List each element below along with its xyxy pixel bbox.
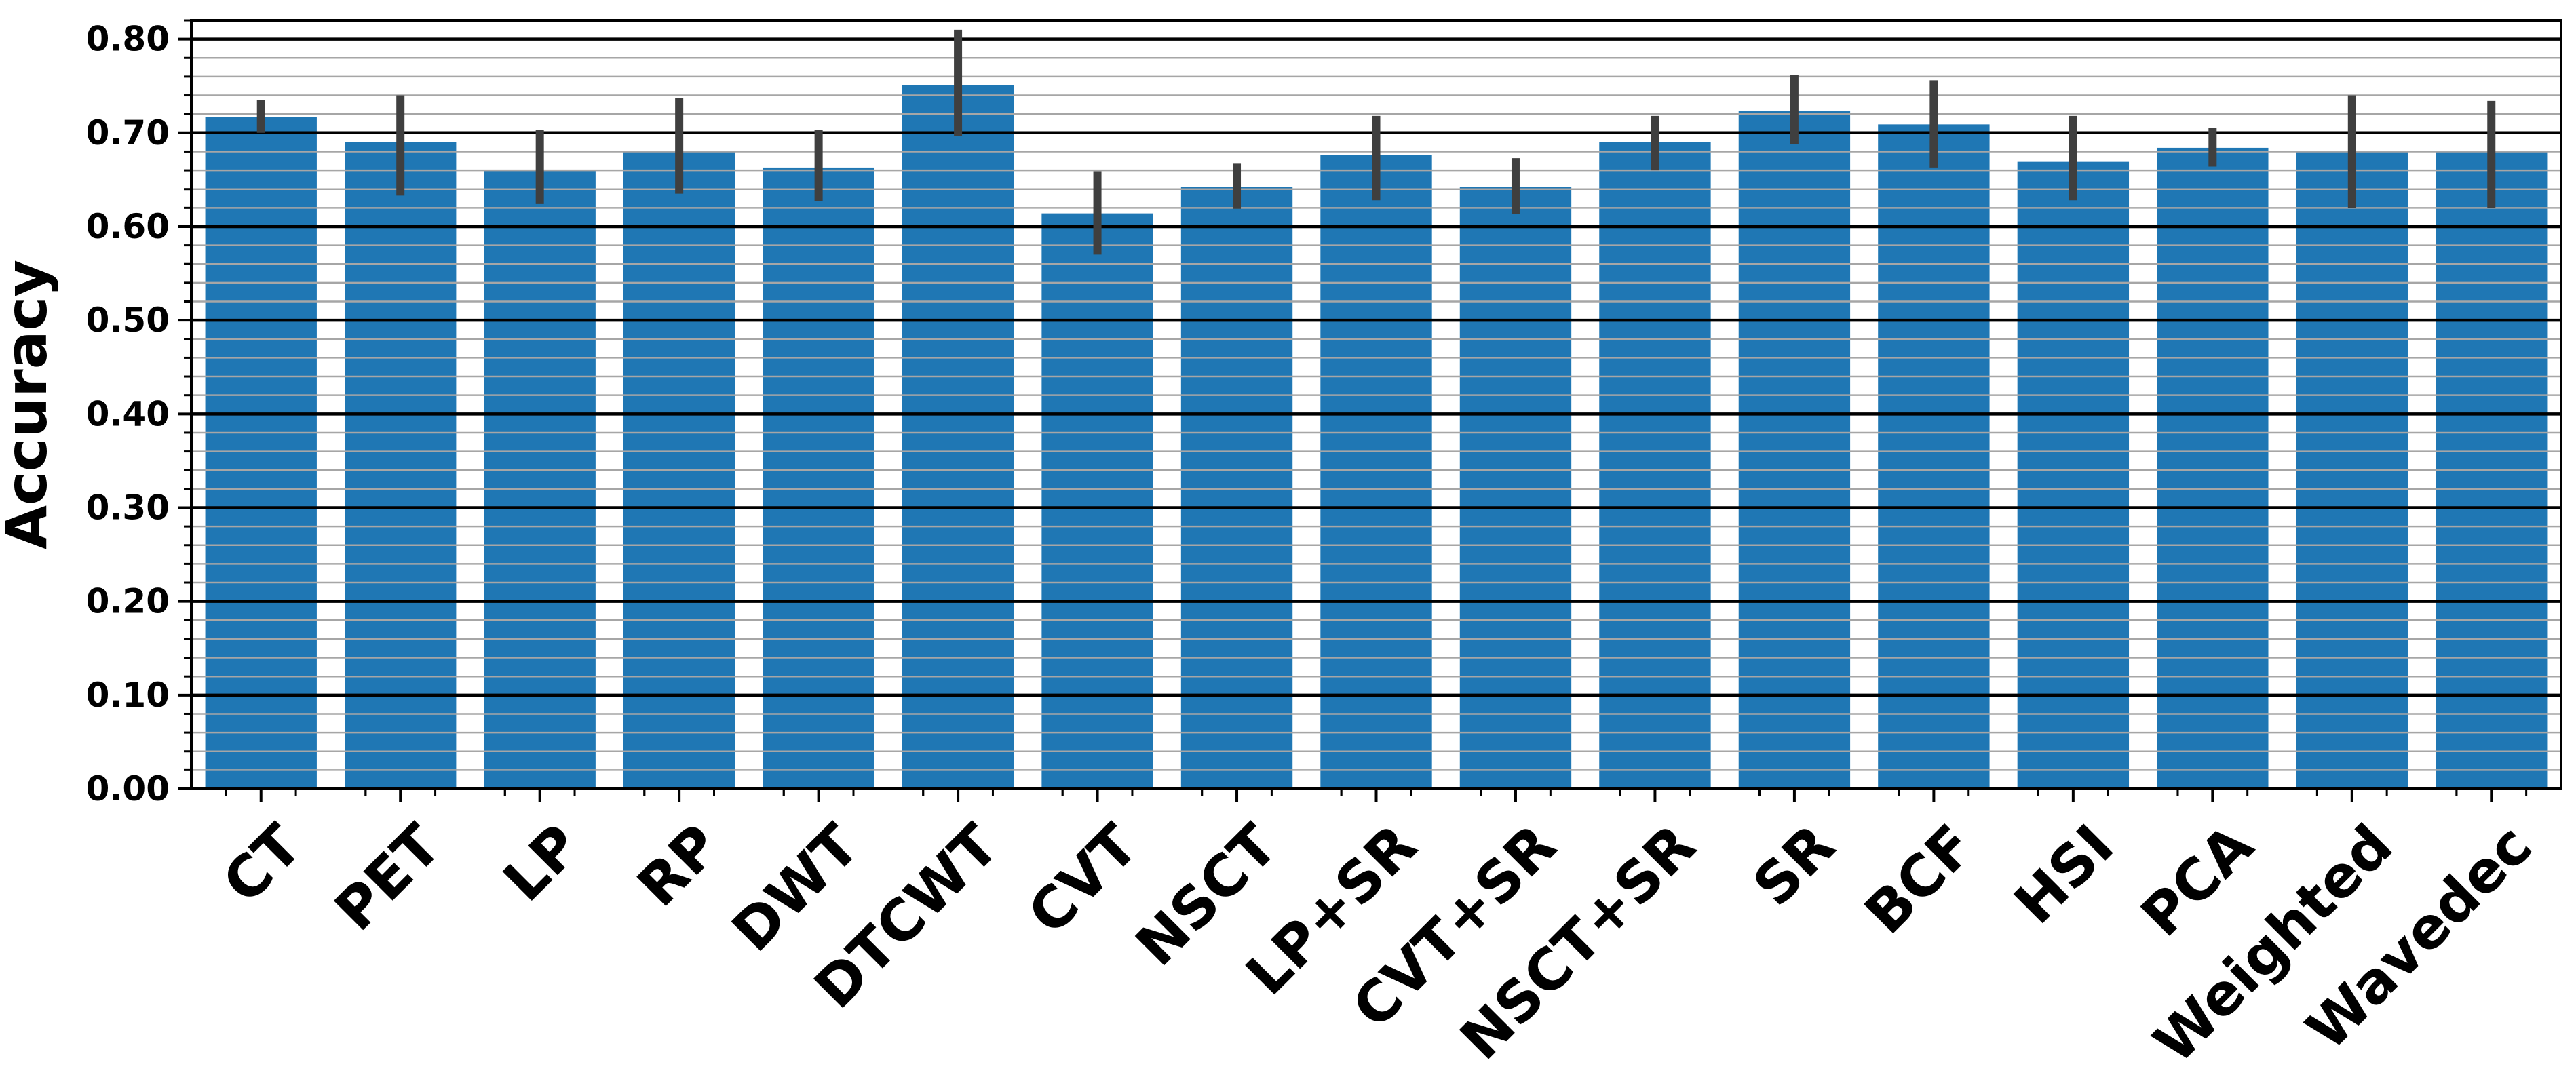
error-bars: [256, 29, 2496, 255]
bar-CVT+SR: [1459, 187, 1572, 789]
bar-DTCWT: [902, 85, 1014, 789]
y-tick-label: 0.10: [86, 676, 170, 715]
y-tick-label: 0.80: [86, 20, 170, 59]
bar-HSI: [2017, 161, 2130, 789]
bar-CVT: [1041, 213, 1153, 789]
bar-PET: [345, 142, 457, 789]
bar-PCA: [2157, 147, 2269, 789]
grid-lines: [191, 37, 2561, 771]
y-tick-label: 0.40: [86, 394, 170, 433]
y-axis-label: Accuracy: [0, 260, 60, 549]
bar-LP: [484, 170, 596, 789]
y-tick-label: 0.50: [86, 300, 170, 340]
y-tick-label: 0.00: [86, 769, 170, 808]
bar-DWT: [763, 167, 874, 789]
bar-LP+SR: [1320, 155, 1432, 789]
bar-NSCT: [1180, 187, 1293, 789]
bar-CT: [205, 117, 317, 789]
y-tick-label: 0.20: [86, 582, 170, 621]
bar-NSCT+SR: [1599, 142, 1711, 789]
y-tick-labels: 0.00 0.10 0.20 0.30 0.40 0.50 0.60 0.70 0.80: [86, 20, 170, 808]
y-tick-label: 0.30: [86, 488, 170, 527]
axes: [178, 19, 2562, 802]
y-tick-label: 0.70: [86, 113, 170, 153]
bar-SR: [1738, 111, 1851, 789]
y-tick-label: 0.60: [86, 207, 170, 246]
bar-BCF: [1878, 124, 1990, 789]
